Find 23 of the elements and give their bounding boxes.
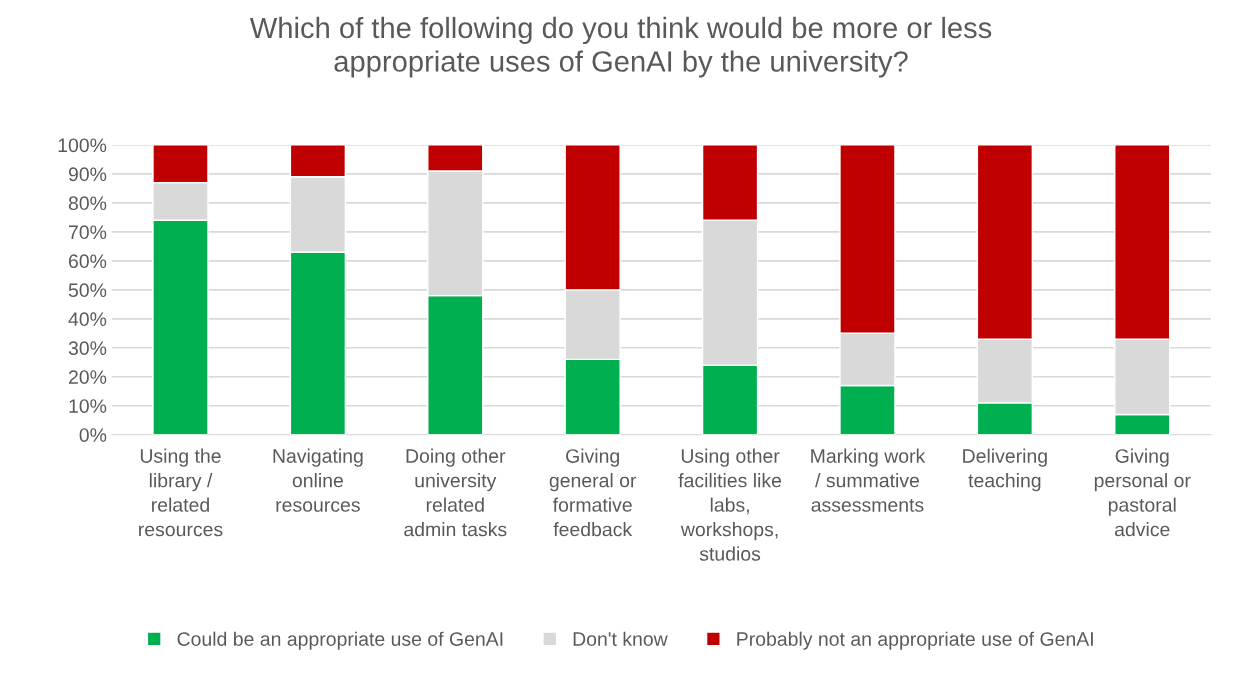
legend-label: Probably not an appropriate use of GenAI (737, 631, 1093, 650)
y-tick-label: 40% (68, 312, 107, 327)
x-tick-label: Giving general or formative feedback (549, 448, 637, 537)
x-tick-label: Doing other university related admin tasks (404, 448, 507, 537)
chart-title: Which of the following do you think would be more or less appropriate uses of GenAI by the university? (249, 16, 992, 78)
y-tick-label: 90% (68, 167, 107, 182)
y-tick-label: 80% (68, 196, 107, 211)
legend-label: Could be an appropriate use of GenAI (177, 631, 503, 650)
x-tick-label: Navigating online resources (273, 448, 363, 512)
y-tick-label: 20% (68, 370, 107, 384)
x-tick-label: Marking work / summative assessments (811, 448, 926, 512)
y-tick-label: 50% (68, 283, 107, 298)
y-tick-label: 60% (68, 254, 107, 269)
x-tick-label: Delivering teaching (963, 448, 1047, 492)
x-tick-label: Using other facilities like labs, workshops, studios (678, 448, 782, 561)
y-tick-label: 100% (58, 138, 107, 153)
x-tick-label: Giving personal or pastoral advice (1094, 448, 1191, 537)
x-tick-label: Using the library / related resources (139, 448, 223, 537)
legend-label: Don't know (573, 631, 668, 646)
y-tick-label: 30% (68, 341, 107, 356)
y-tick-label: 0% (79, 428, 107, 442)
y-tick-label: 70% (69, 225, 107, 240)
y-tick-label: 10% (69, 399, 107, 413)
